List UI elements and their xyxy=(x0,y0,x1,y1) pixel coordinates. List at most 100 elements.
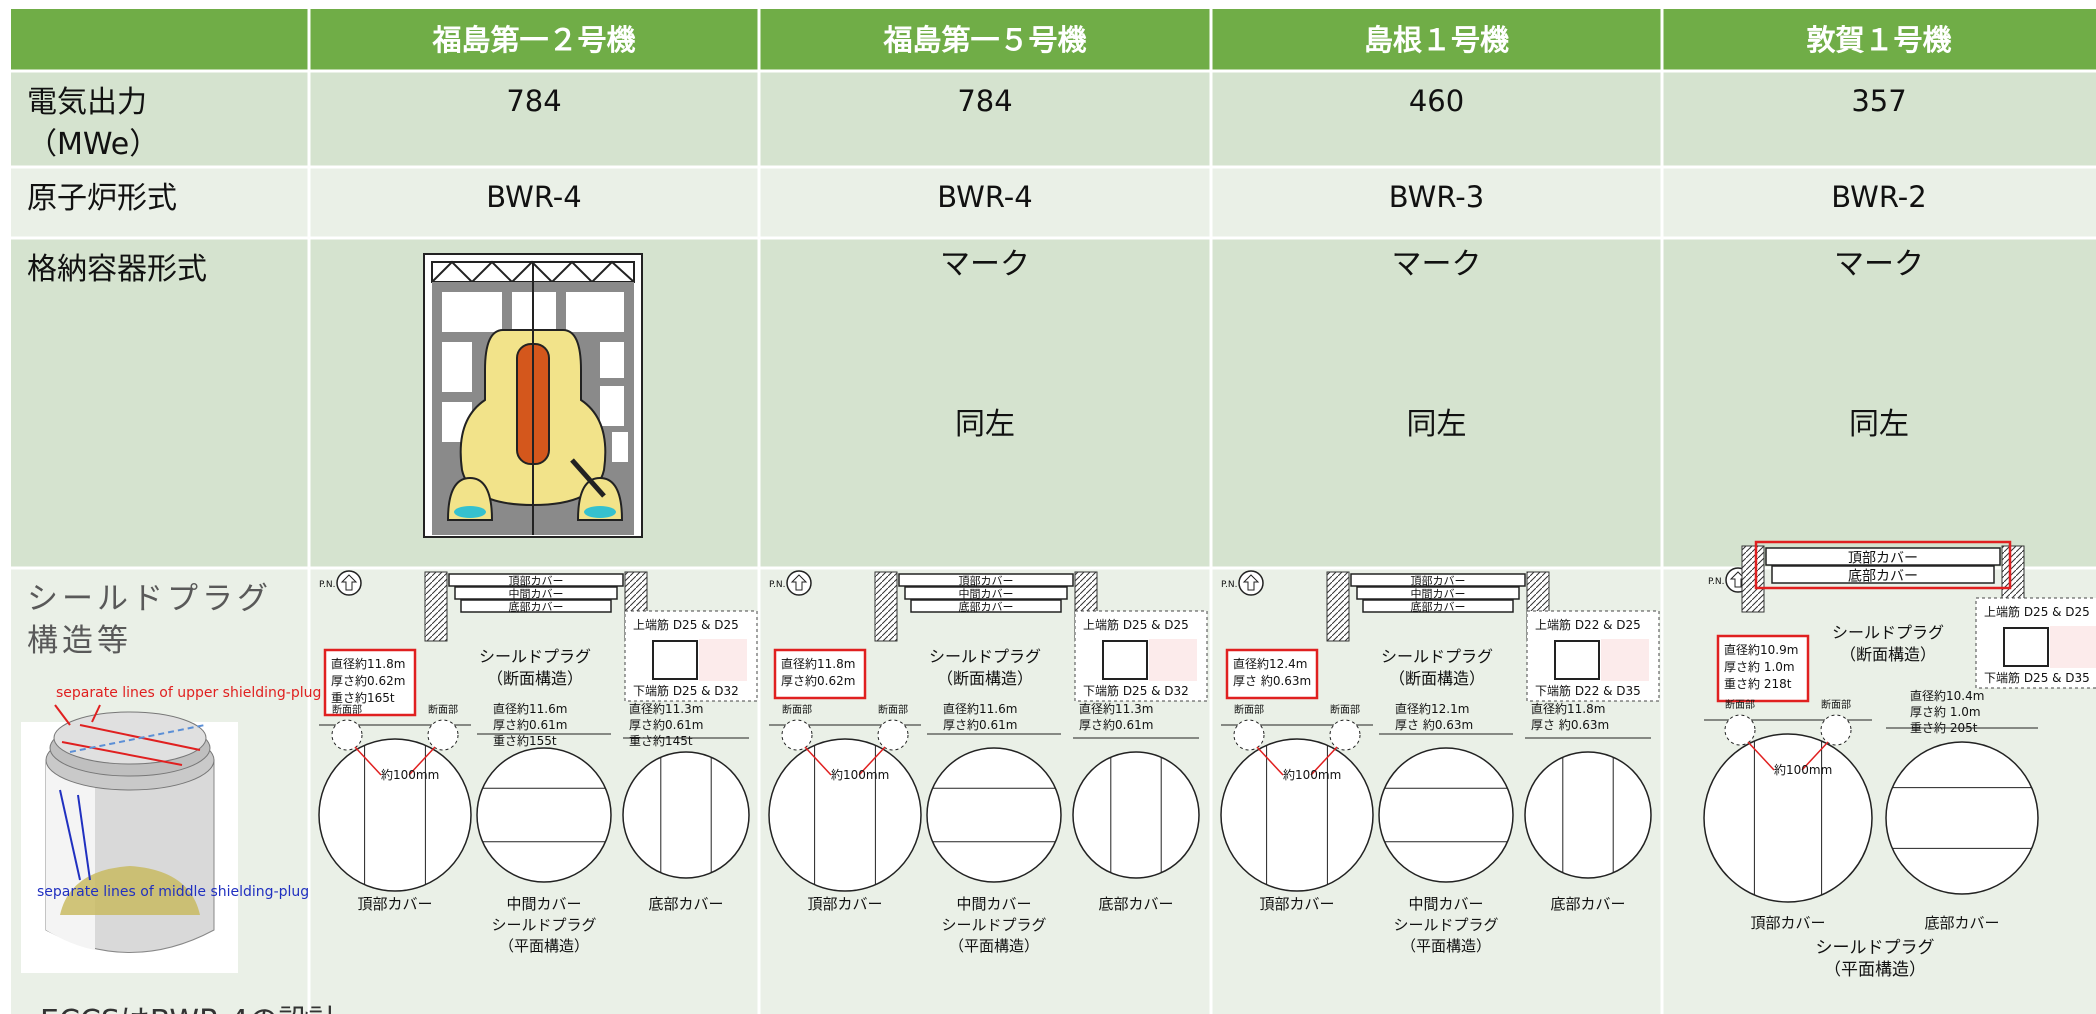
rebar-detail xyxy=(2003,627,2049,667)
diagram-label: 頂部カバー xyxy=(959,574,1014,587)
diagram-label: 厚さ約 1.0m xyxy=(1910,704,1981,719)
image-label: separate lines of upper shielding-plug xyxy=(56,685,321,701)
table-row xyxy=(11,238,2096,568)
cell-text: マーク xyxy=(1834,247,1924,282)
plan-circle xyxy=(1220,738,1374,892)
diagram-label: 直径約10.9m xyxy=(1724,642,1798,657)
diagram-label: 厚さ約0.62m xyxy=(781,673,855,688)
cover-layer xyxy=(904,586,1068,600)
diagram-label: （断面構造） xyxy=(487,669,583,688)
cell-value: 460 xyxy=(1409,84,1464,118)
leader xyxy=(408,746,436,776)
diagram-label: 頂部カバー xyxy=(1848,550,1918,566)
diagram-label: 重さ約 218t xyxy=(1724,676,1792,691)
diagram-label: 上端筋 D25 & D25 xyxy=(633,617,739,632)
diagram-label: 底部カバー xyxy=(1848,568,1918,584)
north-arrow xyxy=(340,574,358,591)
diagram-label: P.N. xyxy=(1221,580,1237,590)
diagram-label: 断面部 xyxy=(1234,704,1264,716)
diagram-label: 上端筋 D22 & D25 xyxy=(1535,617,1641,632)
cut-detail xyxy=(427,719,459,751)
diagram-label: 下端筋 D25 & D32 xyxy=(1083,683,1189,698)
highlight-box xyxy=(773,648,867,700)
diagram-label: 約100mm xyxy=(831,767,889,782)
diagram-label: 厚さ約0.62m xyxy=(331,673,405,688)
plan-circle xyxy=(1378,747,1514,883)
row-label: （MWe） xyxy=(27,127,159,162)
diagram-label: 頂部カバー xyxy=(807,895,882,913)
column-header: 福島第一５号機 xyxy=(882,23,1086,57)
diagram-label: 約100mm xyxy=(1283,767,1341,782)
diagram-label: 直径約11.3m xyxy=(1079,701,1153,716)
rebar-detail xyxy=(2050,626,2096,668)
table-row xyxy=(11,167,2096,238)
diagram-label: 下端筋 D22 & D35 xyxy=(1535,683,1641,698)
diagram-label: 厚さ約0.61m xyxy=(493,717,567,732)
plan-circle xyxy=(1524,751,1652,879)
plan-circle xyxy=(476,747,612,883)
leader xyxy=(1256,746,1284,776)
row-label: 原子炉形式 xyxy=(27,181,177,216)
wall xyxy=(424,571,448,642)
cell-value: 784 xyxy=(957,84,1012,118)
diagram-label: 断面部 xyxy=(1330,704,1360,716)
diagram-label: 厚さ 約0.63m xyxy=(1395,717,1473,732)
diagram-label: シールドプラグ xyxy=(941,916,1046,934)
plan-circle xyxy=(622,751,750,879)
diagram-label: （平面構造） xyxy=(499,937,589,955)
leader xyxy=(354,746,382,776)
rebar-detail xyxy=(1149,639,1197,681)
diagram-label: 頂部カバー xyxy=(357,895,432,913)
diagram-label: 中間カバー xyxy=(506,895,581,913)
diagram-label: シールドプラグ xyxy=(491,916,596,934)
diagram-label: 厚さ約0.61m xyxy=(629,717,703,732)
cell-value: BWR-4 xyxy=(486,180,581,214)
cover-layer xyxy=(910,599,1062,613)
diagram-label: 底部カバー xyxy=(1550,895,1625,913)
footer: ECCSはBWR-4の設計 xyxy=(40,1004,339,1014)
diagram-label: 直径約11.6m xyxy=(943,701,1017,716)
diagram-label: P.N. xyxy=(769,580,785,590)
diagram-label: 断面部 xyxy=(878,704,908,716)
diagram-label: 断面部 xyxy=(332,704,362,716)
diagram-label: 重さ約155t xyxy=(493,733,557,748)
rebar-detail xyxy=(1102,640,1148,680)
diagram-label: P.N. xyxy=(1708,577,1724,587)
diagram-label: 底部カバー xyxy=(1411,600,1466,613)
diagram-label: P.N. xyxy=(319,580,335,590)
rebar-detail xyxy=(699,639,747,681)
diagram-label: シールドプラグ xyxy=(1832,623,1944,642)
diagram-label: 断面部 xyxy=(1821,699,1851,711)
column-header: 敦賀１号機 xyxy=(1806,23,1951,57)
diagram-label: 中間カバー xyxy=(509,587,564,600)
wall xyxy=(874,571,898,642)
diagram-label: 重さ約165t xyxy=(331,690,395,705)
diagram-label: 中間カバー xyxy=(1408,895,1483,913)
highlight-box xyxy=(1754,540,2012,590)
diagram-label: 底部カバー xyxy=(1924,914,1999,932)
diagram-label: 上端筋 D25 & D25 xyxy=(1083,617,1189,632)
cell-text: 同左 xyxy=(1849,407,1909,442)
diagram-label: （断面構造） xyxy=(1389,669,1485,688)
plan-circle xyxy=(926,747,1062,883)
wall xyxy=(1326,571,1350,642)
highlight-box xyxy=(323,648,417,717)
diagram-label: 断面部 xyxy=(782,704,812,716)
highlight-box xyxy=(1225,648,1319,700)
leader xyxy=(858,746,886,776)
north-arrow xyxy=(1242,574,1260,591)
cut-detail xyxy=(1329,719,1361,751)
diagram-label: 直径約11.3m xyxy=(629,701,703,716)
diagram-label: 直径約11.8m xyxy=(331,656,405,671)
cover-layer xyxy=(460,599,612,613)
cut-detail xyxy=(781,719,813,751)
diagrams: separate lines of upper shielding-plug se… xyxy=(37,540,2096,1014)
diagram-label: 断面部 xyxy=(428,704,458,716)
plan-circle xyxy=(318,738,472,892)
diagram-label: （平面構造） xyxy=(949,937,1039,955)
diagram-label: 厚さ約0.61m xyxy=(943,717,1017,732)
diagram-label: シールドプラグ xyxy=(1393,916,1498,934)
highlight-box xyxy=(1716,634,1810,703)
cell-value: 784 xyxy=(506,84,561,118)
